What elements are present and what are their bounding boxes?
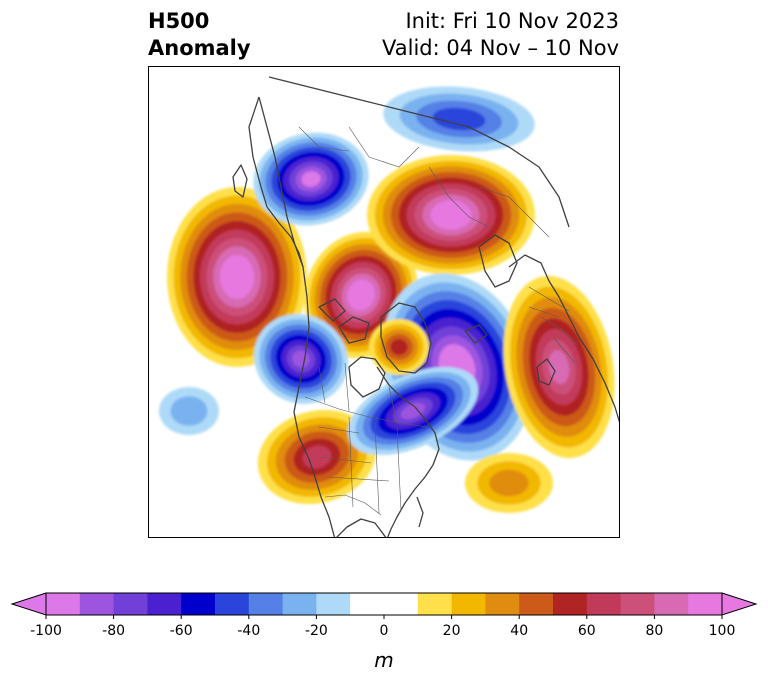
coastline-arctic-islands bbox=[318, 298, 370, 344]
border-us-states bbox=[318, 416, 402, 514]
colorbar-cell bbox=[282, 593, 317, 615]
colorbar-ticks: -100 -80 -60 -40 -20 0 20 40 60 80 100 bbox=[30, 615, 735, 639]
colorbar-tick-label: 40 bbox=[510, 623, 528, 639]
title-variable: H500 bbox=[148, 9, 210, 33]
colorbar-tick-label: -40 bbox=[237, 623, 260, 639]
colorbar-tick-label: 60 bbox=[578, 623, 596, 639]
anomaly-level bbox=[548, 350, 570, 384]
anomaly-level bbox=[438, 205, 464, 225]
coastline-alaska bbox=[266, 206, 304, 268]
colorbar-cell bbox=[586, 593, 622, 615]
colorbar-cell bbox=[113, 593, 148, 615]
borders bbox=[298, 126, 578, 516]
colorbar-cell bbox=[79, 593, 115, 615]
anomaly-level bbox=[390, 339, 408, 355]
colorbar-cell bbox=[248, 593, 284, 615]
colorbar-tick-label: -60 bbox=[170, 623, 193, 639]
colorbar-cell bbox=[620, 593, 655, 615]
border-us-mexico bbox=[324, 494, 382, 516]
anomaly-se-atlantic-ridge bbox=[465, 453, 553, 513]
border-asia bbox=[298, 126, 420, 168]
anomaly-level bbox=[301, 171, 321, 187]
colorbar-cell bbox=[46, 593, 81, 615]
coastline-british-isles bbox=[536, 358, 556, 386]
colorbar-cell bbox=[451, 593, 486, 615]
anomaly-canada-trough bbox=[347, 366, 479, 456]
coastline-japan bbox=[232, 164, 248, 198]
colorbar-extend-low bbox=[10, 592, 47, 616]
colorbar-tick-label: -80 bbox=[102, 623, 125, 639]
anomaly-ne-asia-trough bbox=[253, 132, 369, 226]
border-us-canada bbox=[304, 396, 428, 428]
colorbar-tick-label: -20 bbox=[305, 623, 328, 639]
anomaly-level bbox=[226, 263, 248, 291]
colorbar-cell bbox=[215, 593, 250, 615]
anomaly-level bbox=[432, 107, 486, 131]
colorbar: -100 -80 -60 -40 -20 0 20 40 60 80 100 m bbox=[10, 592, 758, 672]
init-date: Init: Fri 10 Nov 2023 bbox=[405, 9, 619, 33]
colorbar-cells bbox=[10, 592, 758, 616]
coastline-greenland bbox=[380, 302, 432, 374]
anomaly-alaska-trough bbox=[253, 313, 349, 405]
border-russia bbox=[428, 166, 550, 238]
anomaly-subtropical-trough bbox=[159, 387, 219, 435]
colorbar-cell bbox=[384, 593, 419, 615]
anomaly-level bbox=[489, 469, 529, 497]
colorbar-tick-label: -100 bbox=[30, 623, 62, 639]
anomaly-map-svg bbox=[159, 76, 619, 537]
anomaly-far-east-trough bbox=[383, 86, 535, 152]
anomaly-contours bbox=[159, 86, 615, 513]
colorbar-cell bbox=[519, 593, 554, 615]
anomaly-level bbox=[400, 402, 426, 420]
anomaly-greenland-ridge bbox=[369, 319, 429, 375]
coastlines bbox=[232, 76, 619, 537]
map-dates: Init: Fri 10 Nov 2023 Valid: 04 Nov – 10… bbox=[382, 8, 619, 62]
title-field: Anomaly bbox=[148, 36, 251, 60]
coastline-scandinavia bbox=[478, 234, 518, 288]
colorbar-cell bbox=[485, 593, 520, 615]
colorbar-cell bbox=[181, 593, 216, 615]
map-title: H500 Anomaly bbox=[148, 8, 251, 62]
border-europe bbox=[528, 286, 578, 364]
colorbar-cell bbox=[417, 593, 453, 615]
coastline-florida bbox=[416, 496, 424, 528]
colorbar-tick-label: 100 bbox=[709, 623, 736, 639]
colorbar-cell bbox=[553, 593, 588, 615]
colorbar-cell bbox=[350, 593, 385, 615]
colorbar-cell bbox=[688, 593, 723, 615]
anomaly-pacific-ridge bbox=[167, 187, 307, 367]
coastline-iceland bbox=[464, 324, 488, 344]
anomaly-map bbox=[148, 66, 620, 538]
coastline-north-america-west bbox=[258, 96, 336, 537]
anomaly-siberia-ridge bbox=[367, 155, 535, 275]
colorbar-unit: m bbox=[374, 648, 393, 672]
coastline-north-america-east bbox=[376, 366, 440, 537]
border-canada-provinces bbox=[318, 362, 398, 424]
anomaly-atlantic-ridge bbox=[503, 275, 615, 459]
anomaly-level bbox=[352, 285, 370, 305]
colorbar-tick-label: 0 bbox=[380, 623, 389, 639]
valid-period: Valid: 04 Nov – 10 Nov bbox=[382, 36, 619, 60]
coastline-asia-east bbox=[248, 96, 268, 208]
colorbar-extend-high bbox=[721, 592, 758, 616]
colorbar-tick-label: 20 bbox=[443, 623, 461, 639]
colorbar-cell bbox=[654, 593, 689, 615]
colorbar-tick-label: 80 bbox=[645, 623, 663, 639]
anomaly-level bbox=[170, 396, 208, 426]
colorbar-cell bbox=[316, 593, 351, 615]
coastline-gulf bbox=[336, 518, 387, 537]
coastline-hudson-bay bbox=[348, 356, 386, 398]
coastline-asia-north bbox=[268, 76, 570, 228]
colorbar-cell bbox=[147, 593, 182, 615]
anomaly-west-us-ridge bbox=[257, 409, 377, 505]
coastline-europe bbox=[508, 254, 619, 423]
